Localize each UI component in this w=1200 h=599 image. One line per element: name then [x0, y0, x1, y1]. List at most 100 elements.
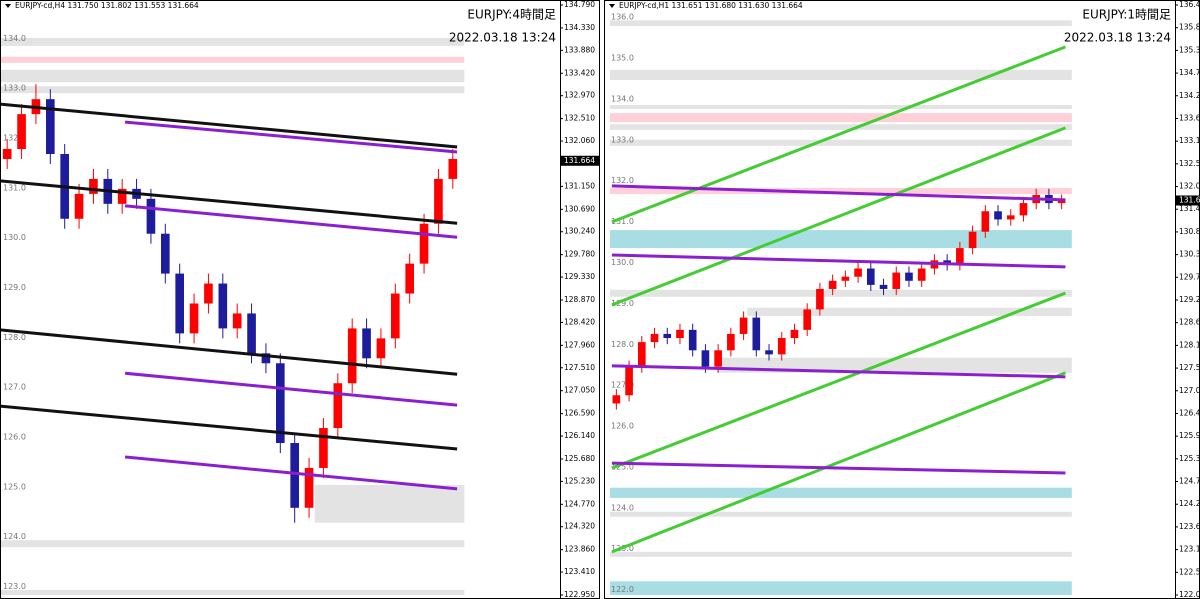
y-tick-label: 132.560	[1179, 159, 1200, 168]
menu-arrow	[5, 4, 11, 8]
y-tick-label: 133.420	[564, 68, 595, 77]
y-tick-label: 123.410	[564, 567, 595, 576]
candle-body	[448, 158, 458, 179]
y-tick-label: 134.790	[564, 0, 595, 9]
y-tick-label: 127.565	[1179, 363, 1200, 372]
y-tick-label: 123.125	[1179, 545, 1200, 554]
y-tick-label: 124.235	[1179, 499, 1200, 508]
price-zone	[610, 104, 1072, 110]
trendline	[0, 328, 458, 376]
candle-body	[1006, 215, 1015, 220]
menu-arrow	[609, 4, 615, 8]
candle-body	[204, 283, 213, 304]
candle-body	[161, 233, 170, 274]
candle-body	[905, 272, 913, 281]
candle-body	[663, 333, 672, 339]
price-zone	[610, 487, 1072, 498]
y-tick-label: 122.950	[564, 590, 595, 599]
y-tick-label: 133.880	[564, 45, 595, 54]
candle-body	[175, 273, 184, 334]
y-tick-label: 127.050	[564, 386, 595, 395]
price-zone	[610, 113, 1072, 123]
price-zone	[610, 289, 1072, 297]
level-label: 130.0	[611, 258, 634, 267]
candle-body	[981, 211, 990, 232]
candle-body	[727, 333, 735, 351]
trendline	[124, 371, 458, 407]
trendline	[611, 253, 1066, 269]
candle-body	[290, 443, 299, 508]
y-tick-label: 129.330	[564, 272, 595, 281]
candle-body	[319, 428, 328, 468]
price-zone	[610, 69, 1072, 81]
price-zone	[610, 187, 1072, 195]
y-tick-label: 125.230	[564, 476, 595, 485]
candle-body	[419, 223, 429, 264]
trendline	[611, 126, 1067, 307]
candle-body	[790, 329, 799, 339]
y-tick-label: 135.335	[1179, 45, 1200, 54]
last-price-tag	[1176, 195, 1199, 206]
candle-body	[89, 178, 98, 194]
level-label: 135.0	[611, 54, 634, 63]
y-tick-label: 129.785	[1179, 272, 1200, 281]
price-zone	[0, 37, 465, 46]
price-zone	[314, 484, 465, 523]
candle-body	[74, 193, 84, 219]
y-tick-label: 132.060	[564, 136, 595, 145]
candle-body	[333, 383, 343, 429]
candle-body	[854, 268, 862, 277]
candle-body	[637, 342, 646, 367]
y-tick-label: 126.590	[564, 409, 595, 418]
level-label: 128.0	[3, 333, 26, 342]
price-zone	[610, 20, 1072, 27]
candle-body	[218, 283, 228, 329]
candle-body	[650, 333, 659, 343]
candle-body	[276, 363, 285, 444]
y-tick-label: 129.780	[564, 250, 595, 259]
level-label: 128.0	[611, 340, 634, 349]
level-label: 123.0	[3, 582, 26, 591]
price-zone	[610, 230, 1072, 249]
level-label: 125.0	[3, 482, 26, 491]
price-zone	[610, 139, 1072, 146]
price-zone	[610, 124, 1072, 130]
y-tick-label: 130.690	[564, 204, 595, 213]
y-tick-label: 133.115	[1179, 136, 1200, 145]
chart-title: EURJPY:1時間足	[1082, 8, 1171, 22]
y-tick-label: 134.330	[564, 23, 595, 32]
trendline	[611, 45, 1066, 224]
level-label: 134.0	[611, 94, 634, 103]
y-tick-label: 131.450	[1179, 204, 1200, 213]
candle-body	[146, 198, 156, 234]
level-label: 136.0	[611, 13, 634, 22]
level-label: 132.0	[611, 176, 634, 185]
chart-header: EURJPY-cd,H4 131.750 131.802 131.553 131…	[15, 1, 199, 10]
y-tick-label: 122.015	[1179, 590, 1200, 599]
y-tick-label: 124.320	[564, 522, 595, 531]
price-zone	[716, 357, 1072, 373]
price-zone	[610, 551, 1072, 557]
level-label: 133.0	[3, 84, 26, 93]
candle-body	[892, 272, 901, 289]
candle-body	[701, 350, 710, 367]
candle-body	[405, 263, 414, 294]
y-tick-label: 131.150	[564, 181, 595, 190]
level-label: 131.0	[611, 217, 634, 226]
candle-body	[841, 276, 850, 281]
candle-body	[994, 211, 1002, 220]
candle-body	[739, 317, 748, 334]
candle-body	[879, 284, 888, 289]
level-label: 126.0	[611, 422, 634, 431]
candle-body	[232, 313, 242, 329]
y-tick-label: 133.670	[1179, 113, 1200, 122]
y-tick-label: 122.570	[1179, 567, 1200, 576]
chart-date: 2022.03.18 13:24	[1064, 31, 1171, 45]
candle-body	[676, 329, 684, 339]
price-zone	[0, 540, 465, 548]
candle-body	[688, 329, 697, 351]
y-tick-label: 128.675	[1179, 318, 1200, 327]
last-price-label: 131.664	[564, 156, 595, 165]
y-tick-label: 134.225	[1179, 91, 1200, 100]
